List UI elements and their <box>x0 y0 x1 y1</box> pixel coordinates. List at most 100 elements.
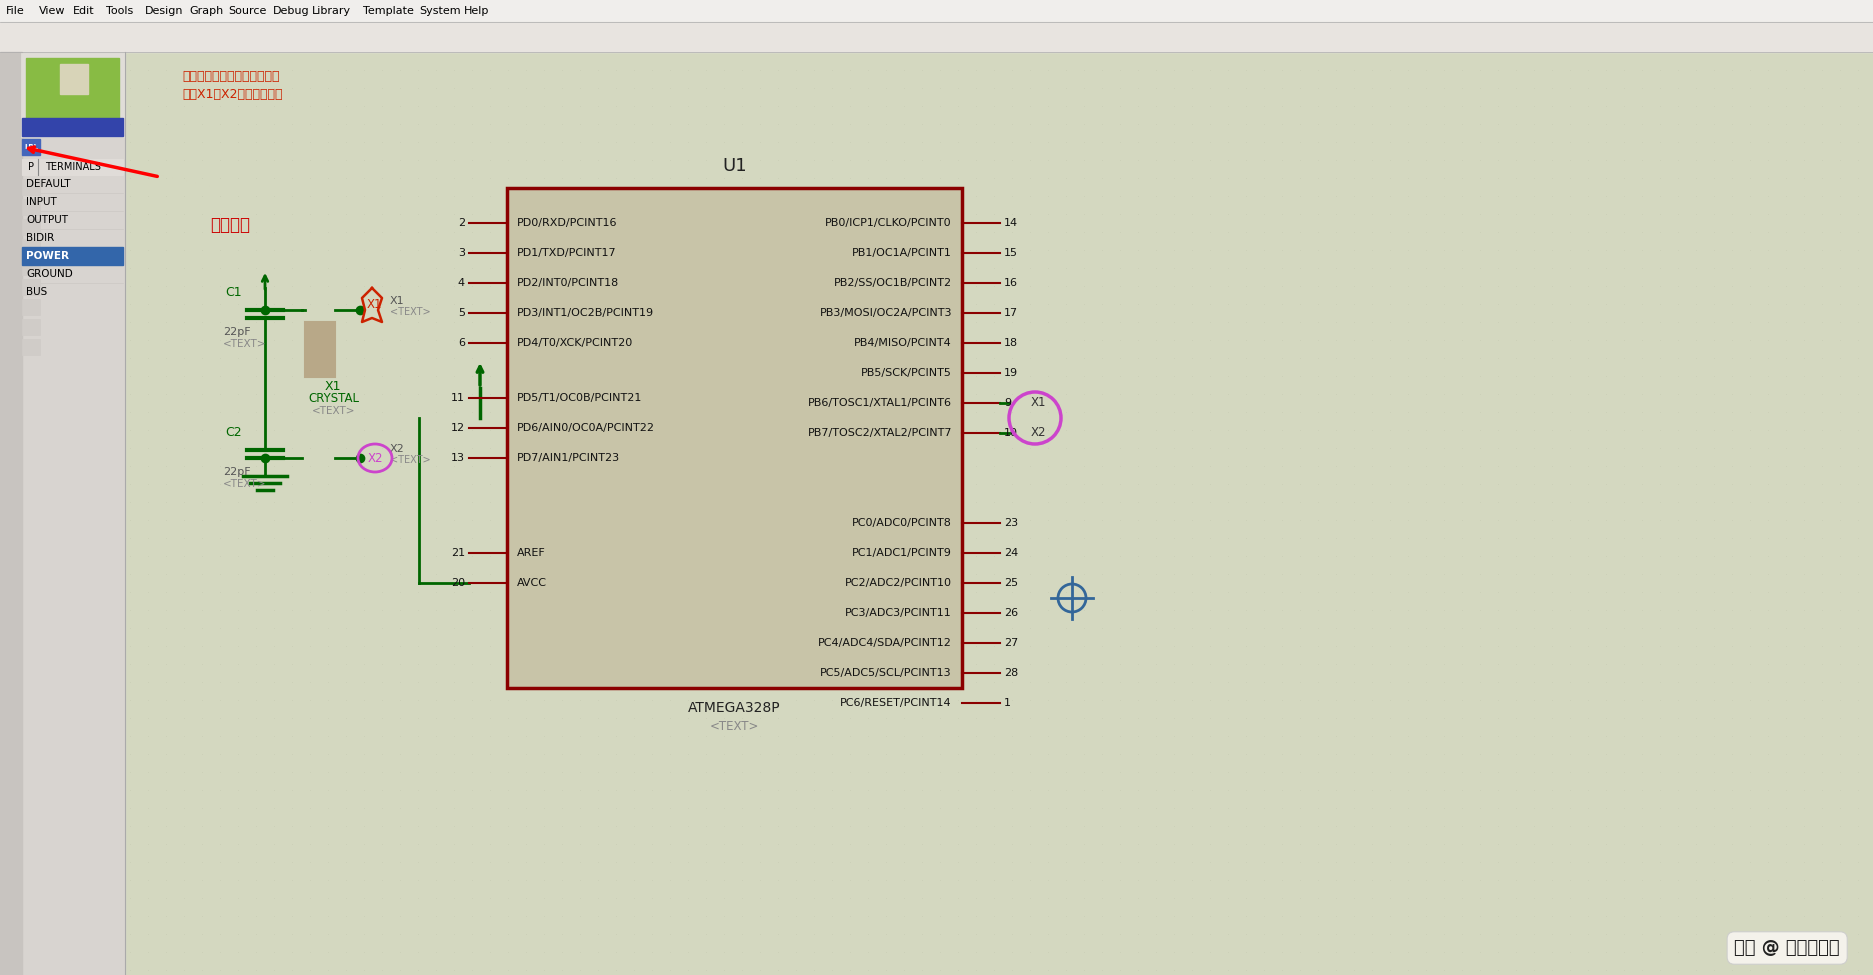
Text: 5: 5 <box>459 308 465 318</box>
Bar <box>22 319 39 335</box>
Text: POWER: POWER <box>26 251 69 261</box>
Text: PC2/ADC2/PCINT10: PC2/ADC2/PCINT10 <box>845 578 951 588</box>
Text: 3: 3 <box>459 248 465 258</box>
Text: PD1/TXD/PCINT17: PD1/TXD/PCINT17 <box>517 248 616 258</box>
Text: 2: 2 <box>457 218 465 228</box>
Text: X1: X1 <box>1030 397 1047 410</box>
Text: 在此处点击选择使用网络标号: 在此处点击选择使用网络标号 <box>182 70 279 83</box>
Text: X1: X1 <box>326 380 341 394</box>
Bar <box>22 219 39 235</box>
Text: X1: X1 <box>367 298 382 311</box>
Text: C1: C1 <box>225 286 242 298</box>
Text: PB3/MOSI/OC2A/PCINT3: PB3/MOSI/OC2A/PCINT3 <box>820 308 951 318</box>
Text: PD7/AIN1/PCINT23: PD7/AIN1/PCINT23 <box>517 453 620 463</box>
Text: DEFAULT: DEFAULT <box>26 179 71 189</box>
Text: 1: 1 <box>1004 698 1011 708</box>
Text: PB0/ICP1/CLKO/PCINT0: PB0/ICP1/CLKO/PCINT0 <box>826 218 951 228</box>
Text: 20: 20 <box>451 578 465 588</box>
Text: PD2/INT0/PCINT18: PD2/INT0/PCINT18 <box>517 278 620 288</box>
Text: 11: 11 <box>451 393 465 403</box>
Bar <box>0 52 22 975</box>
Text: PC3/ADC3/PCINT11: PC3/ADC3/PCINT11 <box>845 608 951 618</box>
Text: 14: 14 <box>1004 218 1019 228</box>
Text: PB2/SS/OC1B/PCINT2: PB2/SS/OC1B/PCINT2 <box>833 278 951 288</box>
Text: PB4/MISO/PCINT4: PB4/MISO/PCINT4 <box>854 338 951 348</box>
Bar <box>305 322 335 377</box>
Text: 22pF: 22pF <box>223 467 251 477</box>
Bar <box>0 22 1873 52</box>
Text: Debug: Debug <box>273 6 309 16</box>
Text: PB1/OC1A/PCINT1: PB1/OC1A/PCINT1 <box>852 248 951 258</box>
Text: <TEXT>: <TEXT> <box>390 455 431 465</box>
Text: PD5/T1/OC0B/PCINT21: PD5/T1/OC0B/PCINT21 <box>517 393 642 403</box>
Text: View: View <box>39 6 66 16</box>
Text: LBL: LBL <box>24 144 37 150</box>
Bar <box>22 159 124 175</box>
Text: Tools: Tools <box>105 6 133 16</box>
Text: 22pF: 22pF <box>223 327 251 337</box>
Bar <box>22 54 124 136</box>
Text: OUTPUT: OUTPUT <box>26 215 67 225</box>
Text: AVCC: AVCC <box>517 578 547 588</box>
Bar <box>22 247 124 265</box>
Text: 9: 9 <box>1004 398 1011 408</box>
Text: C2: C2 <box>225 425 242 439</box>
Bar <box>22 179 39 195</box>
Bar <box>0 52 125 975</box>
Text: 6: 6 <box>459 338 465 348</box>
Text: PC4/ADC4/SDA/PCINT12: PC4/ADC4/SDA/PCINT12 <box>819 638 951 648</box>
Text: 26: 26 <box>1004 608 1019 618</box>
Bar <box>22 239 39 255</box>
Text: 27: 27 <box>1004 638 1019 648</box>
Text: 21: 21 <box>451 548 465 558</box>
Text: AREF: AREF <box>517 548 545 558</box>
Text: 16: 16 <box>1004 278 1019 288</box>
Bar <box>22 299 39 315</box>
Text: Source: Source <box>229 6 266 16</box>
Text: X2: X2 <box>367 451 384 464</box>
Text: GROUND: GROUND <box>26 269 73 279</box>
Text: PB6/TOSC1/XTAL1/PCINT6: PB6/TOSC1/XTAL1/PCINT6 <box>807 398 951 408</box>
Text: 15: 15 <box>1004 248 1019 258</box>
Bar <box>508 188 963 688</box>
Text: 图中X1和X2就是网络标号: 图中X1和X2就是网络标号 <box>182 88 283 101</box>
Text: CRYSTAL: CRYSTAL <box>307 393 360 406</box>
Text: Design: Design <box>144 6 184 16</box>
Text: X1: X1 <box>390 296 405 306</box>
Text: X2: X2 <box>390 444 405 454</box>
Text: Graph: Graph <box>189 6 223 16</box>
Text: Edit: Edit <box>73 6 94 16</box>
Text: PC0/ADC0/PCINT8: PC0/ADC0/PCINT8 <box>852 518 951 528</box>
Bar <box>60 64 88 94</box>
Text: 晶振电路: 晶振电路 <box>210 216 249 234</box>
Text: 头条 @ 逗比小憨憨: 头条 @ 逗比小憨憨 <box>1734 939 1839 957</box>
Bar <box>22 159 39 175</box>
Bar <box>22 259 39 275</box>
Text: Help: Help <box>465 6 489 16</box>
Text: 28: 28 <box>1004 668 1019 678</box>
Text: <TEXT>: <TEXT> <box>390 307 431 317</box>
Text: 12: 12 <box>451 423 465 433</box>
Text: PB5/SCK/PCINT5: PB5/SCK/PCINT5 <box>862 368 951 378</box>
Text: <TEXT>: <TEXT> <box>710 720 759 732</box>
Text: File: File <box>6 6 24 16</box>
Text: PC1/ADC1/PCINT9: PC1/ADC1/PCINT9 <box>852 548 951 558</box>
Bar <box>22 199 39 215</box>
Text: X2: X2 <box>1030 426 1047 440</box>
Text: 24: 24 <box>1004 548 1019 558</box>
Text: 13: 13 <box>451 453 465 463</box>
Bar <box>22 139 39 155</box>
Text: 18: 18 <box>1004 338 1019 348</box>
Bar <box>62 139 81 155</box>
Text: PC6/RESET/PCINT14: PC6/RESET/PCINT14 <box>841 698 951 708</box>
Text: <TEXT>: <TEXT> <box>223 479 266 489</box>
Text: 23: 23 <box>1004 518 1019 528</box>
Bar <box>22 339 39 355</box>
Text: ATMEGA328P: ATMEGA328P <box>687 701 781 715</box>
Text: PD4/T0/XCK/PCINT20: PD4/T0/XCK/PCINT20 <box>517 338 633 348</box>
Bar <box>22 139 39 155</box>
Text: U1: U1 <box>723 157 747 175</box>
Text: Library: Library <box>313 6 352 16</box>
Text: PB7/TOSC2/XTAL2/PCINT7: PB7/TOSC2/XTAL2/PCINT7 <box>807 428 951 438</box>
Bar <box>41 139 60 155</box>
